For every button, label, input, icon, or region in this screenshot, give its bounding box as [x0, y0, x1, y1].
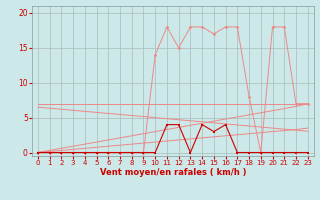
X-axis label: Vent moyen/en rafales ( km/h ): Vent moyen/en rafales ( km/h ): [100, 168, 246, 177]
